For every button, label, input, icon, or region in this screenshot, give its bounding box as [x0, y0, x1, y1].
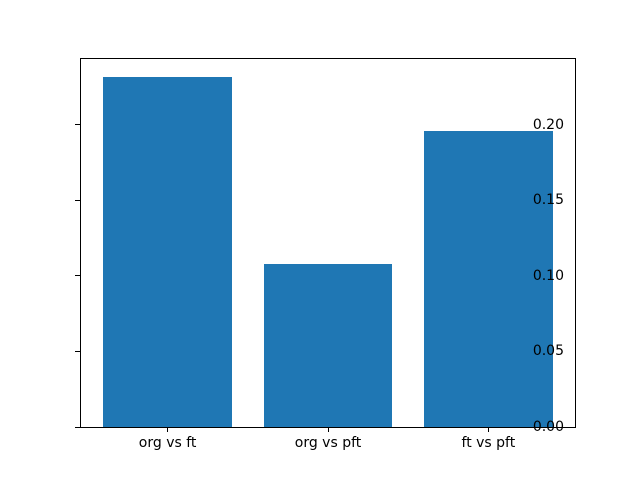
- bar-ft-vs-pft: [424, 130, 553, 427]
- y-tick-mark: [75, 350, 80, 352]
- x-tick-label: org vs ft: [138, 435, 197, 451]
- bar-org-vs-pft: [263, 263, 393, 427]
- y-tick-mark: [75, 124, 80, 126]
- x-tick-mark: [487, 427, 489, 432]
- y-tick-label: 0.00: [532, 419, 564, 435]
- x-tick-mark: [327, 427, 329, 432]
- y-tick-mark: [75, 275, 80, 277]
- x-tick-label: org vs pft: [294, 435, 362, 451]
- y-tick-label: 0.05: [532, 343, 564, 360]
- x-tick-mark: [167, 427, 169, 432]
- y-tick-mark: [75, 426, 80, 428]
- x-tick-label: ft vs pft: [461, 435, 516, 451]
- y-tick-label: 0.20: [532, 116, 564, 133]
- y-tick-label: 0.10: [532, 267, 564, 284]
- plot-area: 0.00 0.05 0.10 0.15 0.20 org vs ft org vs pft f…: [75, 58, 576, 450]
- y-tick-mark: [75, 199, 80, 201]
- bar-org-vs-ft: [103, 76, 232, 427]
- y-tick-label: 0.15: [532, 192, 564, 209]
